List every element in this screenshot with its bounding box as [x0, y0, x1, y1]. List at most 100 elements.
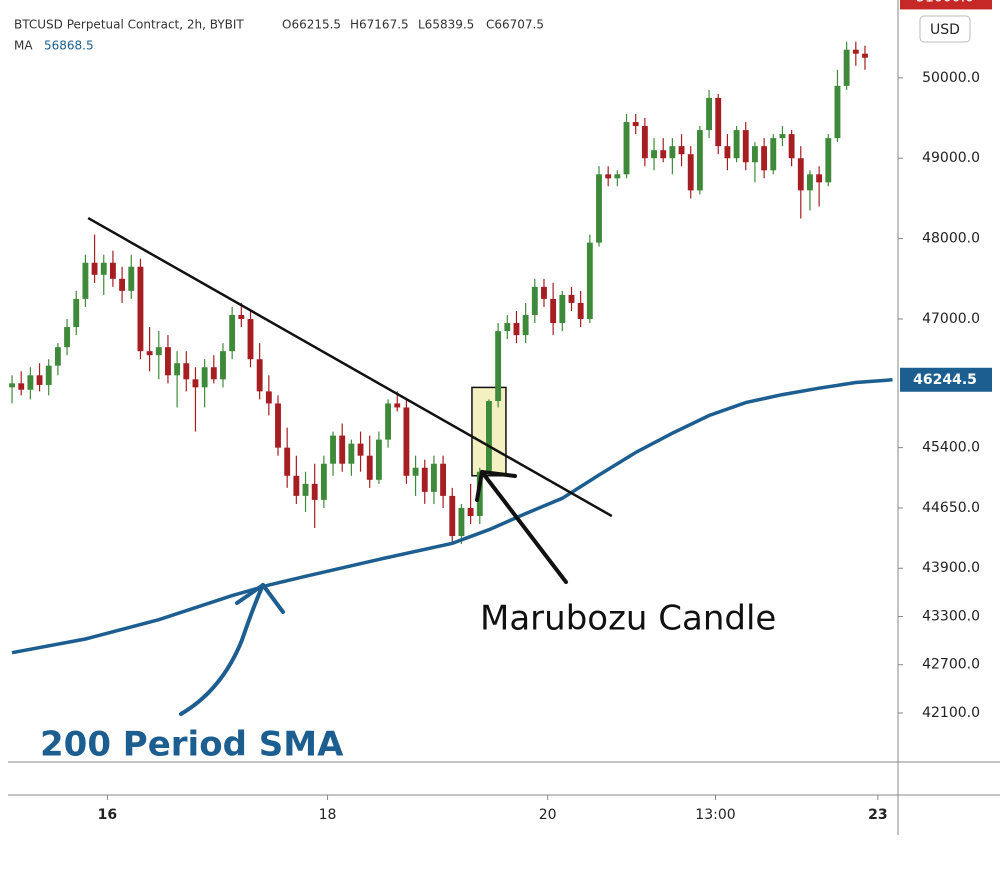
ma-label: MA — [14, 39, 33, 53]
candle-body — [467, 507, 474, 516]
y-tick-label: 49000.0 — [922, 150, 980, 166]
candle-body — [541, 286, 547, 299]
candle-body — [715, 97, 722, 147]
marubozu-arrow — [475, 470, 568, 584]
candle-body — [605, 174, 612, 179]
candle-body — [862, 53, 868, 58]
marubozu-annotation: Marubozu Candle — [480, 599, 776, 639]
candle-body — [201, 367, 208, 388]
candle-body — [9, 383, 15, 388]
candle-body — [531, 286, 538, 315]
x-tick-label: 16 — [98, 807, 117, 823]
ma-value: 56868.5 — [44, 39, 94, 53]
candle-body — [586, 242, 593, 320]
candle-body — [137, 266, 144, 352]
header-low: L65839.5 — [418, 18, 474, 32]
candle-body — [504, 323, 511, 332]
y-tick-label: 42700.0 — [922, 657, 980, 673]
candle-body — [385, 403, 392, 440]
candle-body — [311, 483, 318, 500]
x-tick-label: 18 — [319, 807, 337, 823]
header-high: H67167.5 — [350, 18, 409, 32]
plot-marks — [9, 41, 893, 655]
last-price-label: 46244.5 — [913, 372, 977, 388]
candle-body — [550, 298, 557, 324]
candle-body — [696, 130, 703, 191]
candle-body — [495, 331, 502, 402]
candle-body — [174, 363, 181, 376]
x-tick-label: 20 — [539, 807, 557, 823]
candle-body — [669, 146, 676, 159]
y-tick-label: 45400.0 — [922, 440, 980, 456]
candle-body — [440, 463, 447, 496]
candle-body — [128, 266, 135, 291]
candle-body — [449, 495, 456, 537]
candle-body — [293, 475, 300, 496]
candle-body — [348, 443, 355, 464]
candle-body — [73, 298, 80, 328]
candle-body — [220, 351, 226, 380]
candle-body — [302, 483, 309, 496]
sma-line — [11, 378, 893, 655]
candle-body — [330, 435, 336, 464]
y-tick-label: 44650.0 — [922, 500, 980, 516]
candle-body — [247, 319, 254, 360]
x-tick-label: 23 — [868, 807, 887, 823]
candle-body — [742, 130, 749, 163]
candle-body — [430, 463, 437, 492]
candle-body — [421, 467, 428, 492]
candle-body — [770, 138, 777, 171]
candle-body — [192, 379, 199, 388]
candle-body — [825, 138, 832, 183]
candle-body — [146, 351, 153, 356]
y-tick-label: 50000.0 — [922, 70, 980, 86]
candle-body — [366, 455, 373, 480]
candle-body — [403, 407, 410, 476]
candle-body — [265, 391, 272, 404]
candle-body — [761, 146, 768, 171]
candle-body — [155, 347, 162, 356]
candle-body — [238, 314, 245, 320]
x-tick-label: 13:00 — [695, 807, 735, 823]
candle-body — [275, 403, 281, 448]
candle-body — [641, 126, 648, 159]
currency: USD — [930, 22, 960, 38]
top-price-label: 51000.0 — [916, 0, 974, 5]
sma-annotation: 200 Period SMA — [40, 725, 344, 765]
candle-body — [45, 365, 52, 385]
candle-body — [843, 49, 850, 86]
candle-body — [54, 347, 61, 366]
currency-box — [919, 15, 971, 43]
candle-body — [100, 262, 107, 275]
candle-body — [687, 154, 694, 191]
candle-body — [632, 122, 639, 127]
y-tick-label: 48000.0 — [922, 231, 980, 247]
candle-body — [394, 403, 401, 408]
y-tick-label: 42100.0 — [922, 705, 980, 721]
candle-body — [788, 134, 795, 159]
candle-body — [36, 375, 43, 385]
candle-body — [807, 174, 813, 191]
candle-body — [229, 314, 236, 352]
candle-body — [797, 158, 804, 191]
candle-body — [458, 507, 465, 537]
candle-body — [816, 174, 823, 183]
candle-body — [614, 174, 621, 179]
candle-body — [339, 435, 346, 464]
candle-body — [733, 130, 740, 159]
last-price-box — [900, 367, 992, 392]
candle-body — [284, 447, 291, 476]
candle-body — [256, 359, 263, 392]
candle-body — [706, 97, 713, 131]
candle-body — [559, 294, 566, 324]
y-tick-label: 43300.0 — [922, 608, 980, 624]
candle-body — [623, 122, 630, 175]
candle-body — [596, 174, 602, 243]
candle-body — [779, 134, 786, 139]
trendline — [87, 216, 613, 518]
candle-body — [165, 347, 171, 376]
candle-body — [18, 383, 25, 390]
header-title: BTCUSD Perpetual Contract, 2h, BYBIT — [14, 18, 244, 32]
header-close: C66707.5 — [486, 18, 544, 32]
